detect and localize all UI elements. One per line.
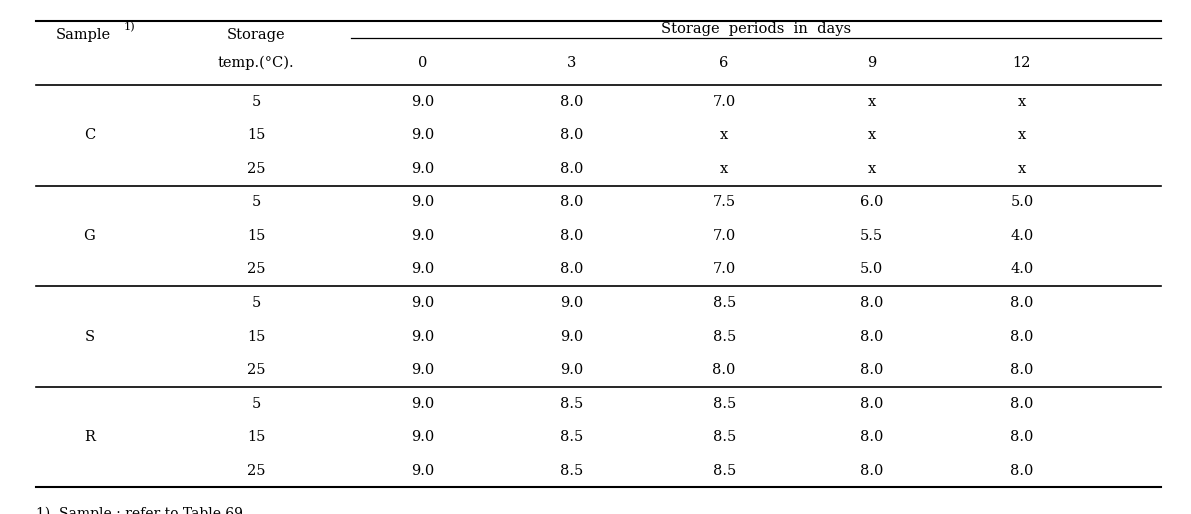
Text: 7.5: 7.5 (712, 195, 736, 209)
Text: 8.0: 8.0 (560, 263, 584, 277)
Text: 8.0: 8.0 (560, 229, 584, 243)
Text: 8.0: 8.0 (560, 195, 584, 209)
Text: 9.0: 9.0 (560, 363, 584, 377)
Text: 1)  Sample : refer to Table 69: 1) Sample : refer to Table 69 (36, 506, 243, 514)
Text: 9.0: 9.0 (411, 195, 435, 209)
Text: 15: 15 (247, 430, 266, 444)
Text: 8.5: 8.5 (560, 464, 584, 478)
Text: x: x (1018, 128, 1025, 142)
Text: 7.0: 7.0 (712, 95, 736, 109)
Text: 15: 15 (247, 329, 266, 343)
Text: 12: 12 (1012, 56, 1031, 70)
Text: 9.0: 9.0 (411, 229, 435, 243)
Text: 8.0: 8.0 (860, 397, 884, 411)
Text: 8.0: 8.0 (560, 128, 584, 142)
Text: 5.0: 5.0 (860, 263, 884, 277)
Text: 8.5: 8.5 (560, 397, 584, 411)
Text: x: x (868, 128, 875, 142)
Text: C: C (83, 128, 95, 142)
Text: x: x (721, 162, 728, 176)
Text: 9.0: 9.0 (560, 296, 584, 310)
Text: 9.0: 9.0 (560, 329, 584, 343)
Text: 4.0: 4.0 (1010, 229, 1034, 243)
Text: 9.0: 9.0 (411, 329, 435, 343)
Text: x: x (1018, 162, 1025, 176)
Text: 9.0: 9.0 (411, 363, 435, 377)
Text: 8.5: 8.5 (712, 329, 736, 343)
Text: 8.0: 8.0 (1010, 329, 1034, 343)
Text: 8.5: 8.5 (712, 430, 736, 444)
Text: Storage  periods  in  days: Storage periods in days (661, 22, 852, 36)
Text: Storage: Storage (226, 28, 286, 43)
Text: 5.5: 5.5 (860, 229, 884, 243)
Text: 8.0: 8.0 (1010, 397, 1034, 411)
Text: 7.0: 7.0 (712, 263, 736, 277)
Text: 25: 25 (247, 263, 266, 277)
Text: 25: 25 (247, 162, 266, 176)
Text: 1): 1) (124, 22, 136, 32)
Text: 8.0: 8.0 (560, 95, 584, 109)
Text: 8.0: 8.0 (860, 363, 884, 377)
Text: 8.0: 8.0 (860, 464, 884, 478)
Text: 8.0: 8.0 (712, 363, 736, 377)
Text: 5.0: 5.0 (1010, 195, 1034, 209)
Text: 9: 9 (867, 56, 877, 70)
Text: 25: 25 (247, 363, 266, 377)
Text: 5: 5 (251, 296, 261, 310)
Text: 7.0: 7.0 (712, 229, 736, 243)
Text: x: x (1018, 95, 1025, 109)
Text: 5: 5 (251, 397, 261, 411)
Text: temp.(°C).: temp.(°C). (218, 56, 294, 70)
Text: 0: 0 (418, 56, 428, 70)
Text: 9.0: 9.0 (411, 162, 435, 176)
Text: 9.0: 9.0 (411, 263, 435, 277)
Text: 9.0: 9.0 (411, 95, 435, 109)
Text: 8.5: 8.5 (712, 397, 736, 411)
Text: 3: 3 (567, 56, 576, 70)
Text: 9.0: 9.0 (411, 430, 435, 444)
Text: 8.0: 8.0 (860, 296, 884, 310)
Text: 8.0: 8.0 (860, 430, 884, 444)
Text: x: x (721, 128, 728, 142)
Text: 9.0: 9.0 (411, 128, 435, 142)
Text: 15: 15 (247, 229, 266, 243)
Text: 8.0: 8.0 (1010, 464, 1034, 478)
Text: 8.5: 8.5 (712, 464, 736, 478)
Text: x: x (868, 95, 875, 109)
Text: R: R (83, 430, 95, 444)
Text: 8.0: 8.0 (1010, 296, 1034, 310)
Text: 25: 25 (247, 464, 266, 478)
Text: Sample: Sample (56, 28, 111, 43)
Text: 6: 6 (719, 56, 729, 70)
Text: 8.0: 8.0 (860, 329, 884, 343)
Text: 15: 15 (247, 128, 266, 142)
Text: x: x (868, 162, 875, 176)
Text: 9.0: 9.0 (411, 397, 435, 411)
Text: 5: 5 (251, 95, 261, 109)
Text: G: G (83, 229, 95, 243)
Text: 8.5: 8.5 (712, 296, 736, 310)
Text: 9.0: 9.0 (411, 296, 435, 310)
Text: 5: 5 (251, 195, 261, 209)
Text: 8.0: 8.0 (1010, 363, 1034, 377)
Text: 8.5: 8.5 (560, 430, 584, 444)
Text: 6.0: 6.0 (860, 195, 884, 209)
Text: 8.0: 8.0 (560, 162, 584, 176)
Text: 4.0: 4.0 (1010, 263, 1034, 277)
Text: 9.0: 9.0 (411, 464, 435, 478)
Text: S: S (85, 329, 94, 343)
Text: 8.0: 8.0 (1010, 430, 1034, 444)
